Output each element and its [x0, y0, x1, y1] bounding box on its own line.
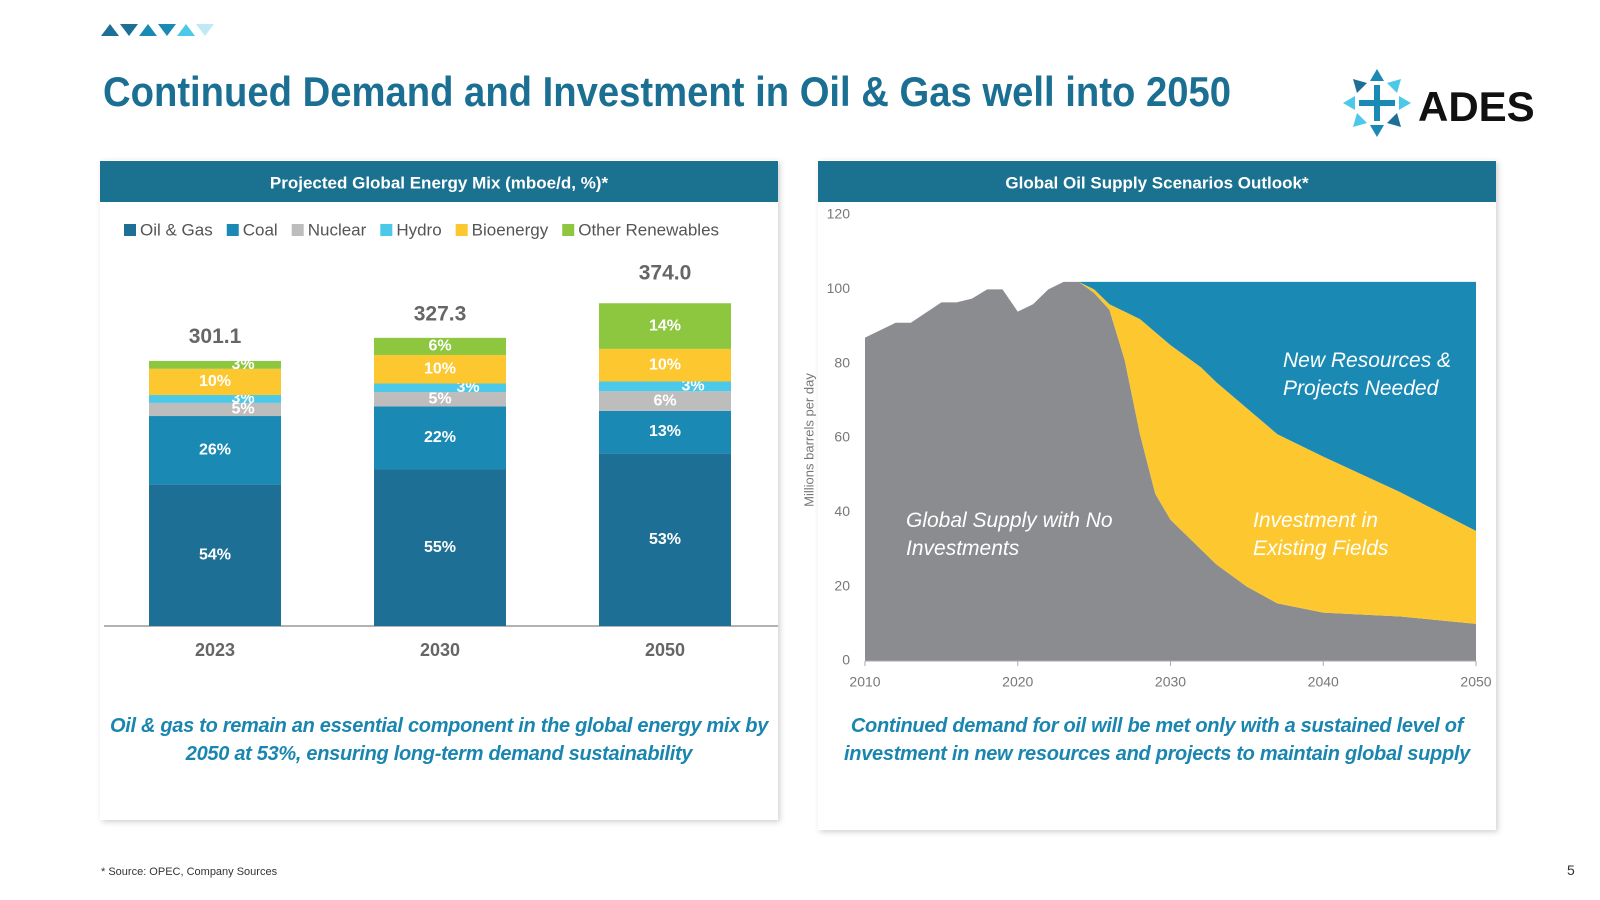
bar-segment [374, 383, 506, 393]
area-label: Global Supply with No Investments [906, 509, 1113, 560]
bar-segment [149, 416, 281, 485]
bar-total-label: 327.3 [414, 302, 467, 325]
x-tick-label: 2050 [645, 640, 685, 660]
x-tick-label: 2040 [1308, 674, 1339, 690]
y-tick-label: 60 [834, 429, 850, 445]
bar-segment [374, 469, 506, 626]
y-tick-label: 20 [834, 577, 850, 593]
area [1078, 281, 1476, 531]
panel-header [100, 161, 778, 202]
x-tick-label: 2020 [1002, 674, 1033, 690]
area-label: New Resources & Projects Needed [1283, 349, 1452, 400]
bar-value-label: 5% [428, 390, 451, 407]
slide-title: Continued Demand and Investment in Oil &… [103, 68, 1231, 115]
chart-title: Global Oil Supply Scenarios Outlook* [1005, 173, 1309, 192]
bar-value-label: 26% [199, 441, 231, 458]
bar-segment [599, 453, 731, 626]
chart-title: Projected Global Energy Mix (mboe/d, %)* [270, 173, 609, 192]
bar-segment [599, 391, 731, 411]
y-tick-label: 40 [834, 503, 850, 519]
x-tick-label: 2050 [1460, 674, 1491, 690]
x-tick-label: 2010 [849, 674, 880, 690]
page-number: 5 [1567, 862, 1575, 878]
legend-swatch [380, 224, 393, 236]
bar-segment [374, 406, 506, 470]
legend-label: Bioenergy [472, 220, 549, 239]
bar-segment [149, 360, 281, 369]
bar-value-label: 10% [199, 373, 231, 390]
chart-caption: Continued demand for oil will be met onl… [844, 715, 1470, 765]
bar-segment [149, 484, 281, 626]
legend-label: Other Renewables [578, 220, 719, 239]
y-tick-label: 120 [827, 206, 851, 222]
bar-value-label: 10% [424, 360, 456, 377]
bar-segment [599, 303, 731, 349]
bar-value-label: 10% [649, 356, 681, 373]
y-tick-label: 80 [834, 354, 850, 370]
bar-segment [374, 392, 506, 407]
legend-swatch [291, 224, 304, 236]
legend-label: Coal [243, 220, 278, 239]
bar-total-label: 374.0 [639, 262, 692, 285]
bar-value-label: 6% [428, 338, 451, 355]
legend-swatch [226, 224, 239, 236]
bar-value-label: 6% [653, 392, 676, 409]
y-axis-label: Millions barrels per day [801, 373, 816, 507]
legend-label: Oil & Gas [140, 220, 213, 239]
legend-swatch [124, 224, 136, 236]
panel-header [818, 161, 1496, 202]
legend-label: Hydro [396, 220, 441, 239]
bar-value-label: 13% [649, 423, 681, 440]
brand-triangles [101, 24, 214, 36]
bar-value-label: 3% [231, 356, 254, 373]
bar-segment [149, 368, 281, 396]
logo-text: ADES [1418, 83, 1535, 130]
bar-segment [599, 410, 731, 454]
footnote: * Source: OPEC, Company Sources [101, 866, 278, 878]
bar-value-label: 53% [649, 531, 681, 548]
legend-swatch [562, 224, 575, 236]
bar-segment [599, 381, 731, 392]
bar-segment [149, 395, 281, 403]
area [865, 281, 1476, 661]
bar-value-label: 54% [199, 546, 231, 563]
x-tick-label: 2030 [420, 640, 460, 660]
bar-value-label: 22% [424, 429, 456, 446]
bar-value-label: 5% [231, 401, 254, 418]
y-tick-label: 100 [827, 280, 851, 296]
legend-swatch [455, 224, 468, 236]
area [1078, 281, 1476, 624]
bar-segment [374, 337, 506, 355]
bar-segment [374, 354, 506, 384]
x-tick-label: 2030 [1155, 674, 1186, 690]
y-tick-label: 0 [842, 652, 850, 668]
bar-value-label: 55% [424, 539, 456, 556]
logo-mark [1343, 69, 1411, 137]
legend-label: Nuclear [308, 220, 367, 239]
area-label: Investment in Existing Fields [1253, 509, 1389, 560]
bar-segment [149, 402, 281, 417]
bar-value-label: 3% [681, 378, 704, 395]
bar-segment [599, 348, 731, 382]
bar-total-label: 301.1 [189, 325, 242, 348]
x-tick-label: 2023 [195, 640, 235, 660]
bar-value-label: 14% [649, 317, 681, 334]
chart-caption: Oil & gas to remain an essential compone… [109, 715, 769, 765]
